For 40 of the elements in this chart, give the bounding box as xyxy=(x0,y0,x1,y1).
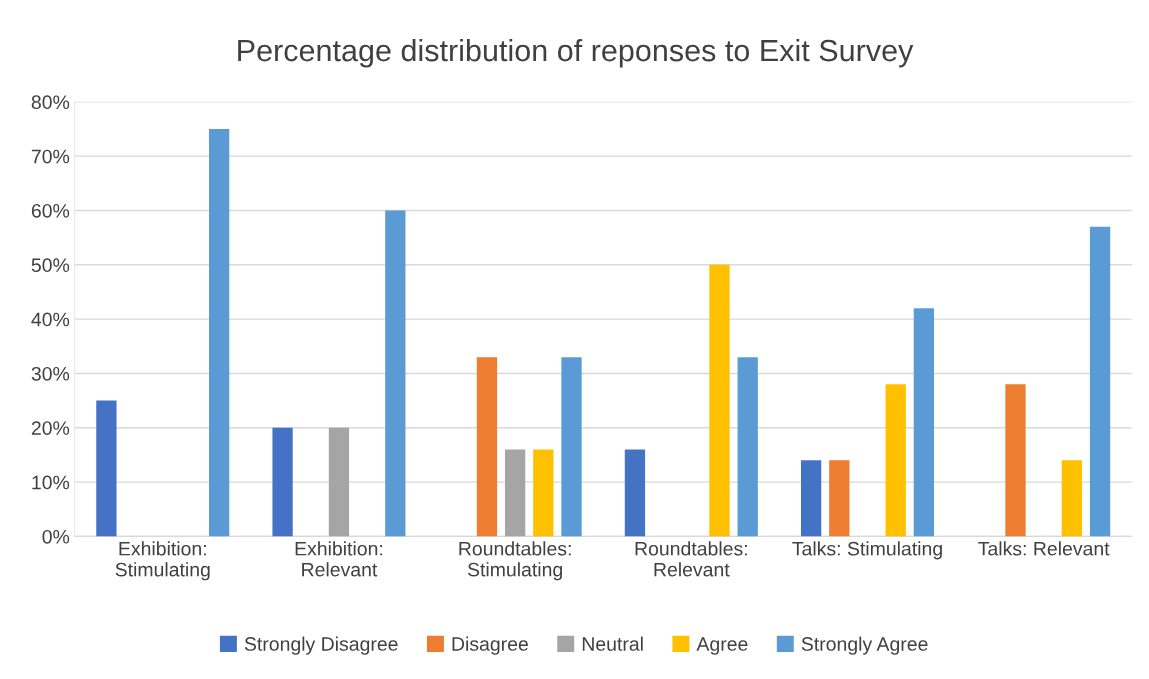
bar xyxy=(737,357,758,537)
x-tick-label: Exhibition: Relevant xyxy=(295,541,383,577)
x-tick-label: Talks: Relevant xyxy=(978,541,1110,556)
bar xyxy=(1089,226,1111,537)
y-tick-label: 50% xyxy=(31,258,70,273)
legend-label: Strongly Agree xyxy=(801,636,928,655)
bar xyxy=(476,357,498,537)
x-tick-label: Exhibition: Stimulating xyxy=(115,541,210,581)
x-tick-label: Talks: Stimulating xyxy=(792,541,942,560)
bar xyxy=(709,264,730,537)
chart-title: Percentage distribution of reponses to Exit Survey xyxy=(238,38,914,68)
bar xyxy=(624,449,646,537)
y-tick-label: 30% xyxy=(31,366,70,381)
y-tick-label: 40% xyxy=(31,312,70,327)
legend-label: Agree xyxy=(696,637,748,655)
bar xyxy=(504,449,526,537)
y-tick-label: 10% xyxy=(32,475,70,490)
y-tick-label: 20% xyxy=(31,421,70,436)
bar xyxy=(1005,384,1026,537)
bar xyxy=(385,210,406,537)
bar xyxy=(885,384,906,537)
y-tick-label: 70% xyxy=(31,149,70,164)
bar xyxy=(533,449,554,537)
y-tick-label: 80% xyxy=(31,95,70,110)
bar xyxy=(829,460,850,537)
bar xyxy=(209,129,230,537)
y-tick-label: 60% xyxy=(31,203,70,218)
legend-label: Neutral xyxy=(582,636,643,651)
bar xyxy=(328,427,350,537)
bar xyxy=(272,427,293,537)
bar xyxy=(561,357,582,537)
legend-label: Disagree xyxy=(452,636,528,655)
bar xyxy=(800,460,822,537)
bar xyxy=(96,400,117,537)
x-tick-label: Roundtables: Stimulating xyxy=(459,541,571,581)
bar xyxy=(913,308,935,537)
legend-label: Strongly Disagree xyxy=(244,636,398,655)
y-tick-label: 0% xyxy=(42,529,70,544)
x-tick-label: Roundtables: Relevant xyxy=(635,541,747,577)
bar xyxy=(1061,460,1083,537)
